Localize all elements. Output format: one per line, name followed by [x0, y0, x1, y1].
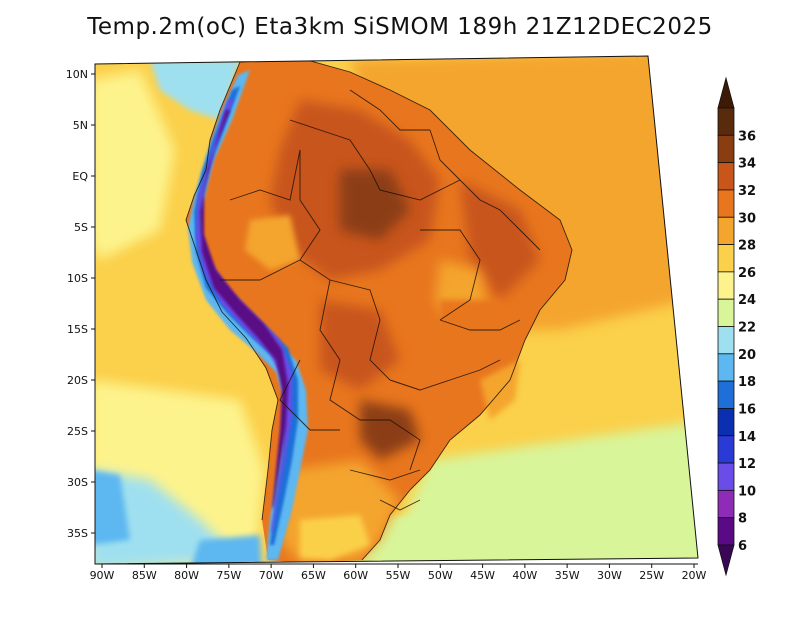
x-tick-label: 30W	[597, 569, 622, 582]
colorbar-top-arrow	[717, 76, 735, 109]
colorbar-label: 36	[738, 129, 756, 144]
y-tick-label: EQ	[72, 170, 88, 183]
colorbar: 36 34 32 30 28 26 24 22 20 18 16 14 12 10 8 6	[717, 76, 756, 577]
colorbar-swatch	[717, 408, 735, 437]
y-tick-label: 30S	[67, 476, 88, 489]
y-tick-label: 10S	[67, 272, 88, 285]
x-tick-label: 90W	[90, 569, 115, 582]
colorbar-label: 6	[738, 539, 747, 554]
map-title: Temp.2m(oC) Eta3km SiSMOM 189h 21Z12DEC2…	[87, 14, 713, 40]
colorbar-swatch	[717, 107, 735, 136]
colorbar-label: 34	[738, 157, 756, 172]
colorbar-swatch	[717, 134, 735, 164]
colorbar-label: 26	[738, 266, 756, 281]
y-tick-label: 15S	[67, 323, 88, 336]
longitude-ticks: 90W 85W 80W 75W 70W 65W 60W 55W 50W 45W 40W 35W 30W 2…	[90, 564, 707, 582]
colorbar-label: 18	[738, 375, 756, 390]
y-tick-label: 5N	[73, 119, 88, 132]
colorbar-swatch	[717, 462, 735, 491]
continent-land	[186, 58, 572, 563]
colorbar-label: 12	[738, 457, 756, 472]
country-borders	[185, 57, 573, 561]
colorbar-swatch	[717, 216, 735, 245]
x-tick-label: 55W	[386, 569, 411, 582]
andes-cold-band	[188, 70, 308, 560]
y-tick-label: 20S	[67, 374, 88, 387]
x-tick-label: 25W	[639, 569, 664, 582]
colorbar-swatch	[717, 435, 735, 464]
y-tick-label: 25S	[67, 425, 88, 438]
x-tick-label: 40W	[512, 569, 537, 582]
y-tick-label: 35S	[67, 527, 88, 540]
colorbar-bottom-arrow	[717, 544, 735, 577]
colorbar-label: 14	[738, 430, 756, 445]
colorbar-label: 28	[738, 239, 756, 254]
colorbar-swatch	[717, 271, 735, 300]
colorbar-label: 10	[738, 484, 756, 499]
x-tick-label: 85W	[132, 569, 157, 582]
colorbar-swatch	[717, 244, 735, 273]
x-tick-label: 45W	[470, 569, 495, 582]
colorbar-swatch	[717, 326, 735, 355]
colorbar-label: 32	[738, 184, 756, 199]
colorbar-swatch	[717, 517, 735, 546]
x-tick-label: 50W	[428, 569, 453, 582]
colorbar-swatch	[717, 298, 735, 327]
colorbar-swatch	[717, 189, 735, 218]
colorbar-label: 30	[738, 211, 756, 226]
colorbar-swatch	[717, 489, 735, 519]
x-tick-label: 70W	[259, 569, 284, 582]
colorbar-label: 22	[738, 321, 756, 336]
x-tick-label: 35W	[555, 569, 580, 582]
x-tick-label: 75W	[216, 569, 241, 582]
colorbar-swatch	[717, 162, 735, 191]
colorbar-label: 8	[738, 512, 747, 527]
x-tick-label: 65W	[301, 569, 326, 582]
colorbar-label: 16	[738, 402, 756, 417]
y-tick-label: 10N	[66, 68, 88, 81]
colorbar-label: 24	[738, 293, 756, 308]
x-tick-label: 80W	[174, 569, 199, 582]
y-tick-label: 5S	[74, 221, 88, 234]
latitude-ticks: 10N 5N EQ 5S 10S 15S 20S 25S 30S 35S	[66, 68, 95, 540]
x-tick-label: 20W	[682, 569, 707, 582]
colorbar-swatch	[717, 380, 735, 409]
colorbar-swatch	[717, 353, 735, 382]
x-tick-label: 60W	[343, 569, 368, 582]
colorbar-label: 20	[738, 348, 756, 363]
temperature-field	[95, 56, 698, 564]
